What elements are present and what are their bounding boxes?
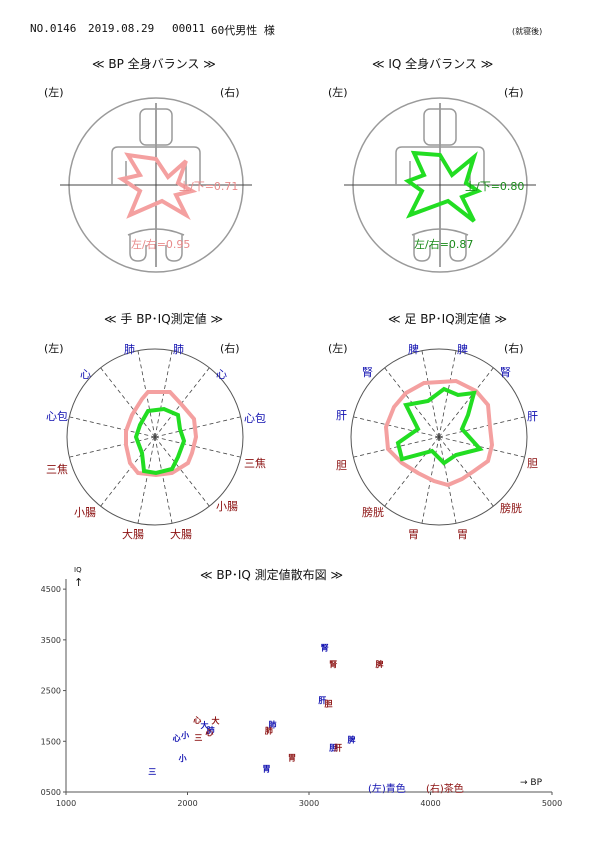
scatter-x-axis-label: → BP xyxy=(520,778,543,788)
scatter-chart: 1000 2000 3000 4000 5000 0500 1500 2500 3500 4500… xyxy=(41,579,562,808)
foot-bp-polygon xyxy=(383,378,495,488)
record-number: NO.0146 xyxy=(30,22,77,35)
hand-radar-right: (右) xyxy=(220,342,240,355)
iq-balance-left: (左) xyxy=(328,86,348,99)
radar-spokes xyxy=(69,350,241,524)
x-tick-label: 5000 xyxy=(542,799,562,808)
foot-radar-right: (右) xyxy=(504,342,524,355)
hand-radar-left: (左) xyxy=(44,342,64,355)
foot-label-kidney-r: 腎 xyxy=(500,366,511,379)
scatter-point-right: 胆 xyxy=(324,699,332,708)
patient-name: 60代男性 様 xyxy=(211,24,275,37)
hand-label-pericardium-l: 心包 xyxy=(46,410,68,423)
scatter-point-right: 胃 xyxy=(288,754,296,763)
foot-label-liver-r: 肝 xyxy=(527,410,538,423)
foot-radar-title: ≪ 足 BP･IQ測定値 ≫ xyxy=(388,312,508,326)
scatter-y-axis-label: IQ xyxy=(74,566,82,574)
hand-label-small-int-r: 小腸 xyxy=(216,500,238,513)
hand-label-heart-r: 心 xyxy=(216,368,227,381)
hand-bp-polygon xyxy=(124,390,199,478)
bp-balance-right: (右) xyxy=(220,86,240,99)
x-tick-label: 2000 xyxy=(177,799,197,808)
radar-outer-ring xyxy=(66,348,244,526)
record-date: 2019.08.29 xyxy=(88,22,155,35)
hand-label-sanjiao-r: 三焦 xyxy=(244,457,266,470)
foot-label-gall-r: 胆 xyxy=(527,457,538,470)
hand-radar-title: ≪ 手 BP･IQ測定値 ≫ xyxy=(104,312,224,326)
foot-label-stomach-r: 胃 xyxy=(457,528,468,541)
y-tick-label: 0500 xyxy=(41,788,61,797)
hand-label-large-int-l: 大腸 xyxy=(122,528,144,541)
patient-id: 00011 xyxy=(172,22,206,35)
radar-spokes xyxy=(353,350,525,524)
scatter-legend-left: (左)青色 xyxy=(368,784,406,795)
scatter-title: ≪ BP･IQ 測定値散布図 ≫ xyxy=(200,568,344,582)
hand-label-small-int-l: 小腸 xyxy=(74,506,96,519)
x-tick-label: 1000 xyxy=(56,799,76,808)
hand-radar-chart xyxy=(66,348,244,526)
scatter-point-left: 三 xyxy=(148,768,156,777)
foot-label-bladder-r: 膀胱 xyxy=(500,502,522,515)
bp-ud-ratio: 上/下=0.71 xyxy=(179,180,239,193)
foot-label-kidney-l: 腎 xyxy=(362,366,373,379)
scatter-point-left: 腎 xyxy=(321,642,329,652)
y-tick-label: 4500 xyxy=(41,585,61,594)
foot-label-bladder-l: 膀胱 xyxy=(362,506,384,519)
foot-radar-chart xyxy=(350,348,528,526)
foot-label-gall-l: 胆 xyxy=(336,459,347,472)
iq-balance-star xyxy=(403,150,483,223)
radar-outer-ring xyxy=(350,348,528,526)
hand-label-lung-l: 肺 xyxy=(124,343,135,356)
scatter-point-right: 大 xyxy=(211,715,219,725)
scatter-point-right: 心 xyxy=(205,728,213,738)
foot-label-spleen-r: 脾 xyxy=(457,343,468,356)
measurement-note: (就寝後) xyxy=(512,27,543,36)
scatter-point-left: 肺 xyxy=(269,720,277,730)
hand-label-pericardium-r: 心包 xyxy=(244,412,266,425)
scatter-point-left: 胆 xyxy=(329,743,337,752)
iq-balance-right: (右) xyxy=(504,86,524,99)
y-tick-label: 1500 xyxy=(41,737,61,746)
bp-balance-star xyxy=(116,152,198,221)
scatter-point-right: 脾 xyxy=(374,659,383,669)
iq-ud-ratio: 上/下=0.80 xyxy=(465,180,525,193)
scatter-point-left: 脾 xyxy=(347,734,356,744)
scatter-point-left: 肝 xyxy=(318,696,326,705)
scatter-point-left: 肺 xyxy=(207,725,215,735)
scatter-legend-right: (右)茶色 xyxy=(426,784,464,795)
iq-lr-ratio: 左/右=0.87 xyxy=(414,238,474,251)
scatter-point-right: 三 xyxy=(194,734,202,743)
body-silhouette xyxy=(344,97,536,273)
hand-label-lung-r: 肺 xyxy=(173,343,184,356)
iq-balance-title: ≪ IQ 全身バランス ≫ xyxy=(372,57,494,71)
scatter-point-left: 大 xyxy=(201,720,209,730)
x-tick-label: 4000 xyxy=(420,799,440,808)
scatter-point-left: 小 xyxy=(178,753,187,763)
scatter-point-left: 心 xyxy=(173,733,181,743)
y-tick-label: 3500 xyxy=(41,636,61,645)
foot-label-stomach-l: 胃 xyxy=(408,528,419,541)
scatter-point-right: 肝 xyxy=(334,743,342,752)
scatter-point-right: 腎 xyxy=(329,659,337,669)
hand-label-sanjiao-l: 三焦 xyxy=(46,463,68,476)
hand-label-large-int-r: 大腸 xyxy=(170,528,192,541)
scatter-y-arrow-icon: ↑ xyxy=(74,576,84,589)
foot-radar-left: (左) xyxy=(328,342,348,355)
y-tick-label: 2500 xyxy=(41,687,61,696)
bp-balance-left: (左) xyxy=(44,86,64,99)
bp-balance-figure xyxy=(60,97,252,273)
hand-iq-polygon xyxy=(133,406,187,476)
bp-balance-title: ≪ BP 全身バランス ≫ xyxy=(92,57,216,71)
scatter-point-left: 小 xyxy=(180,730,189,740)
scatter-point-right: 心 xyxy=(193,715,201,725)
scatter-point-left: 胃 xyxy=(262,765,270,774)
bp-lr-ratio: 左/右=0.95 xyxy=(131,238,191,251)
iq-balance-figure xyxy=(344,97,536,273)
foot-iq-polygon xyxy=(395,386,484,466)
hand-label-heart-l: 心 xyxy=(80,368,91,381)
foot-label-spleen-l: 脾 xyxy=(408,343,419,356)
scatter-point-right: 肺 xyxy=(265,726,273,736)
x-tick-label: 3000 xyxy=(299,799,319,808)
foot-label-liver-l: 肝 xyxy=(336,409,347,422)
